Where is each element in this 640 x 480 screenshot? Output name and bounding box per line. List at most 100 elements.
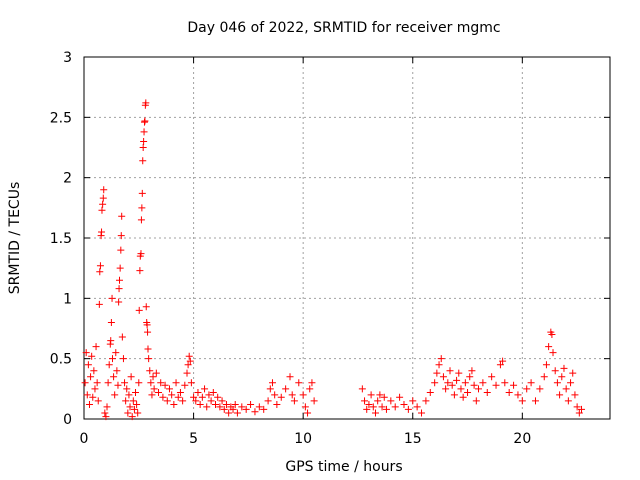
data-point [102, 413, 110, 421]
data-point [564, 397, 572, 405]
data-point [172, 379, 180, 387]
data-point [286, 373, 294, 381]
data-point [144, 328, 152, 336]
data-point [110, 373, 118, 381]
y-tick-label: 1 [63, 291, 72, 307]
data-point [290, 397, 298, 405]
data-point [98, 206, 106, 214]
data-point [112, 349, 120, 357]
data-point [194, 388, 202, 396]
data-point [105, 361, 113, 369]
data-point [448, 381, 456, 389]
data-point [457, 385, 465, 393]
y-tick-label: 2 [63, 171, 72, 187]
data-point [431, 379, 439, 387]
data-point [380, 393, 388, 401]
data-point [129, 397, 137, 405]
data-point [209, 388, 217, 396]
data-point [142, 99, 150, 107]
data-point [435, 361, 443, 369]
data-point [264, 397, 272, 405]
data-point [560, 364, 568, 372]
data-point [483, 388, 491, 396]
data-point [90, 367, 98, 375]
data-point [111, 391, 119, 399]
data-point [567, 379, 575, 387]
chart-title: Day 046 of 2022, SRMTID for receiver mgm… [187, 20, 500, 36]
data-point [247, 401, 255, 409]
data-point [404, 405, 412, 413]
data-point [139, 157, 147, 165]
data-point [104, 379, 112, 387]
data-point [192, 397, 200, 405]
x-tick-label: 10 [294, 431, 312, 447]
data-point [422, 397, 430, 405]
data-point [108, 355, 116, 363]
data-point [492, 381, 500, 389]
data-point [442, 385, 450, 393]
data-point [251, 408, 259, 416]
data-point [98, 228, 106, 236]
data-point [391, 403, 399, 411]
data-point [556, 391, 564, 399]
data-point [81, 379, 89, 387]
data-point [496, 361, 504, 369]
data-point [137, 216, 145, 224]
data-point [288, 391, 296, 399]
data-point [573, 403, 581, 411]
data-point [255, 403, 263, 411]
data-point [523, 385, 531, 393]
data-point [575, 409, 583, 417]
data-point [140, 128, 148, 136]
data-point [212, 401, 219, 409]
data-point [186, 357, 194, 365]
data-point [216, 403, 224, 411]
data-point [238, 403, 246, 411]
data-point [361, 397, 369, 405]
data-point [369, 403, 377, 411]
data-point [468, 367, 476, 375]
data-point [461, 379, 469, 387]
data-point [122, 397, 130, 405]
data-point [542, 361, 550, 369]
data-point [101, 409, 109, 417]
data-point [231, 401, 239, 409]
data-point [308, 379, 316, 387]
data-point [118, 333, 126, 341]
data-point [165, 385, 173, 393]
x-tick-label: 5 [189, 431, 198, 447]
data-point [437, 355, 445, 363]
data-point [89, 393, 97, 401]
data-point [127, 373, 135, 381]
data-point [130, 405, 138, 413]
data-point [470, 381, 478, 389]
data-point [142, 303, 150, 311]
data-points [81, 99, 586, 421]
data-point [514, 391, 522, 399]
data-point [382, 405, 390, 413]
data-point [540, 373, 548, 381]
data-point [273, 401, 281, 409]
data-point [181, 381, 189, 389]
data-point [562, 385, 570, 393]
data-point [455, 369, 463, 377]
y-tick-label: 3 [63, 50, 72, 66]
data-point [141, 117, 149, 125]
data-point [149, 373, 157, 381]
data-point [459, 393, 467, 401]
data-point [136, 267, 144, 275]
data-point [114, 381, 122, 389]
data-point [103, 403, 111, 411]
data-point [536, 385, 544, 393]
data-point [135, 306, 143, 314]
data-point [242, 405, 250, 413]
data-point [190, 393, 198, 401]
data-point [545, 343, 553, 351]
data-point [117, 246, 125, 254]
data-point [444, 379, 452, 387]
data-point [140, 137, 148, 145]
data-point [150, 385, 158, 393]
data-point [453, 376, 461, 384]
data-point [87, 373, 95, 381]
data-point [179, 397, 187, 405]
